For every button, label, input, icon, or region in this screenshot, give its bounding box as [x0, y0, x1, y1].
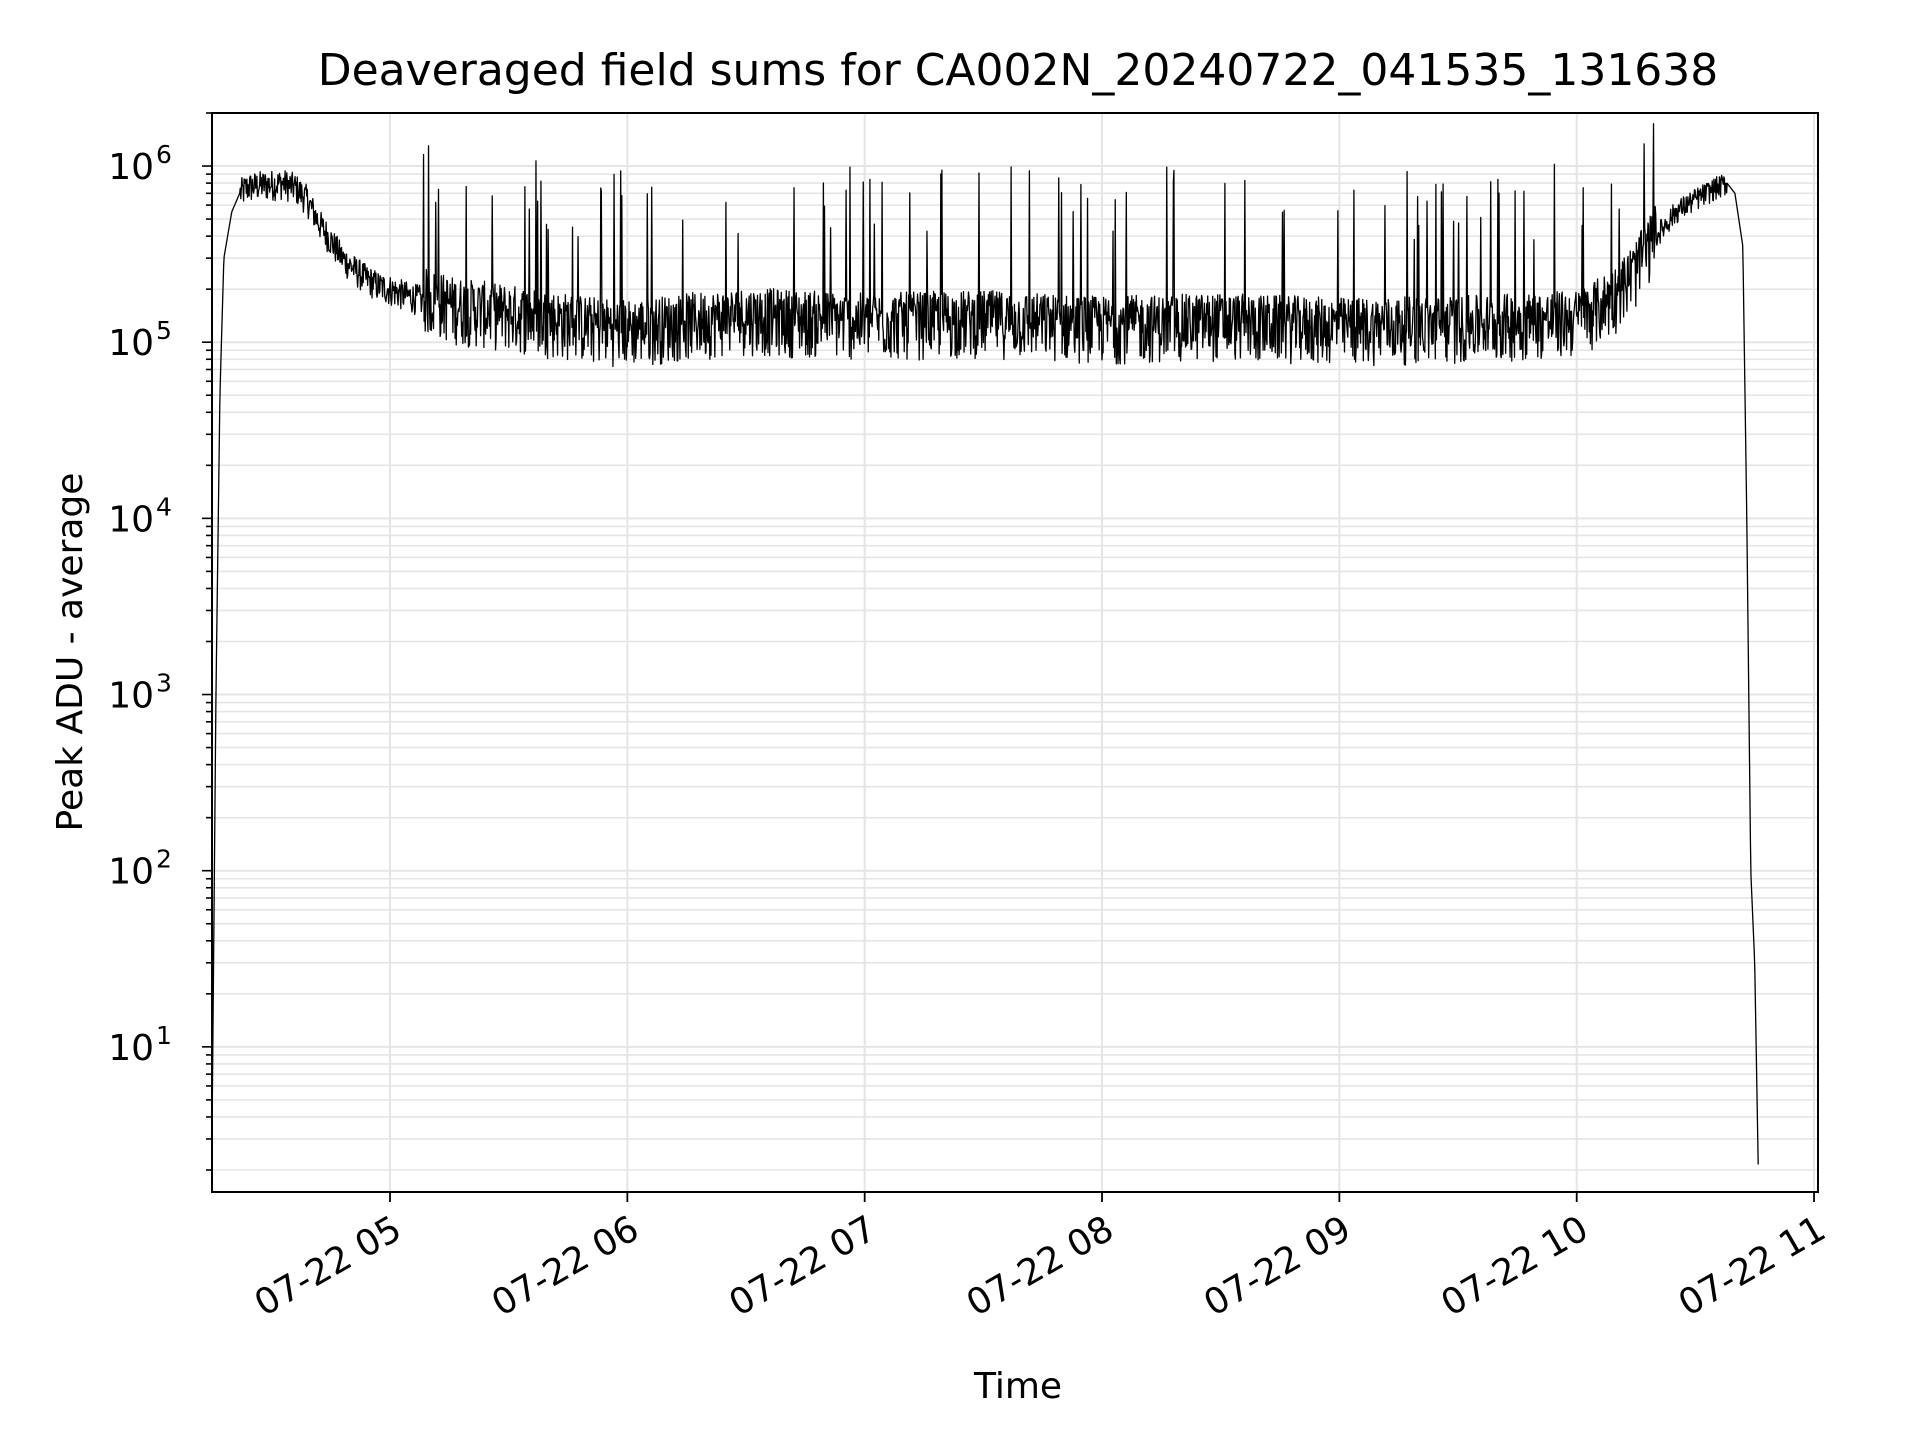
y-tick-label: 10	[108, 1028, 154, 1069]
data-line-layer	[211, 122, 1759, 1165]
x-axis-label: Time	[973, 1366, 1062, 1407]
y-tick-label: 10	[108, 323, 154, 364]
y-tick-label-exponent: 1	[156, 1021, 172, 1050]
y-tick-label-exponent: 5	[156, 316, 172, 345]
y-axis-label: Peak ADU - average	[50, 473, 91, 832]
y-tick-label-exponent: 3	[156, 669, 172, 698]
y-tick-label-exponent: 4	[156, 492, 172, 521]
y-tick-label: 10	[108, 147, 154, 188]
chart-title: Deaveraged field sums for CA002N_2024072…	[318, 45, 1719, 96]
grid	[212, 112, 1818, 1192]
y-tick-label: 10	[108, 676, 154, 717]
y-tick-label: 10	[108, 499, 154, 540]
data-line	[211, 122, 1759, 1165]
plot-frame	[211, 112, 1819, 1193]
y-tick-label-exponent: 2	[156, 845, 172, 874]
y-tick-label: 10	[108, 852, 154, 893]
y-tick-label-exponent: 6	[156, 140, 172, 169]
